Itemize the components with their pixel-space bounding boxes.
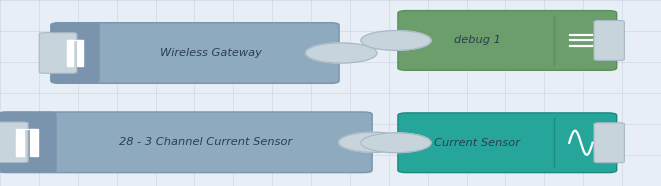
FancyBboxPatch shape (0, 112, 56, 173)
Text: 28 - 3 Channel Current Sensor: 28 - 3 Channel Current Sensor (119, 137, 292, 147)
Text: Wireless Gateway: Wireless Gateway (160, 48, 262, 58)
Bar (77, 40, 83, 66)
Circle shape (361, 31, 431, 50)
FancyBboxPatch shape (594, 20, 625, 60)
FancyBboxPatch shape (398, 11, 617, 70)
FancyBboxPatch shape (398, 113, 617, 173)
Circle shape (338, 132, 410, 152)
Circle shape (361, 133, 431, 153)
FancyBboxPatch shape (594, 123, 625, 163)
FancyBboxPatch shape (51, 23, 339, 83)
Bar (17, 129, 24, 156)
Bar (30, 129, 38, 156)
FancyBboxPatch shape (39, 33, 77, 73)
Text: Current Sensor: Current Sensor (434, 138, 520, 148)
Bar (67, 40, 73, 66)
Circle shape (305, 43, 377, 63)
FancyBboxPatch shape (51, 23, 99, 83)
FancyBboxPatch shape (0, 112, 372, 173)
FancyBboxPatch shape (0, 122, 28, 163)
Text: debug 1: debug 1 (453, 36, 500, 45)
